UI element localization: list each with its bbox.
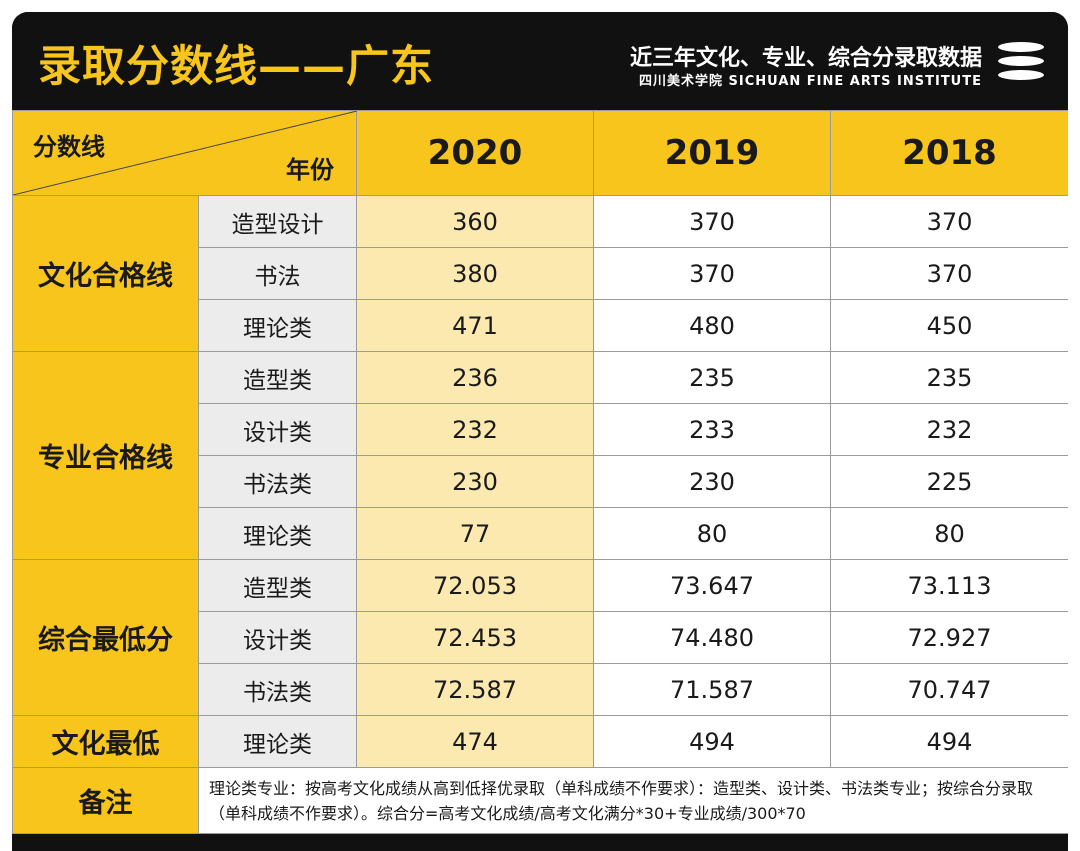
score-cell: 71.587 bbox=[593, 663, 831, 716]
table-row: 书法 380 370 370 bbox=[13, 247, 1068, 300]
category-label: 造型类 bbox=[198, 559, 357, 612]
score-cell: 80 bbox=[830, 507, 1068, 560]
category-label: 设计类 bbox=[198, 611, 357, 664]
score-card: 录取分数线——广东 近三年文化、专业、综合分录取数据 四川美术学院 SICHUA… bbox=[12, 12, 1068, 851]
year-header: 2019 bbox=[593, 110, 831, 196]
group-label: 文化最低 bbox=[12, 715, 199, 768]
score-cell: 72.587 bbox=[356, 663, 594, 716]
corner-label-year: 年份 bbox=[286, 156, 334, 184]
category-label: 理论类 bbox=[198, 715, 357, 768]
score-cell: 235 bbox=[593, 351, 831, 404]
score-cell: 494 bbox=[830, 715, 1068, 768]
score-cell: 474 bbox=[356, 715, 594, 768]
score-cell: 77 bbox=[356, 507, 594, 560]
table-row: 书法类 72.587 71.587 70.747 bbox=[13, 663, 1068, 716]
category-label: 书法类 bbox=[198, 455, 357, 508]
note-row: 备注 理论类专业：按高考文化成绩从高到低择优录取（单科成绩不作要求）：造型类、设计… bbox=[12, 767, 1068, 834]
table-row: 理论类 77 80 80 bbox=[13, 507, 1068, 560]
header-subtitle: 近三年文化、专业、综合分录取数据 bbox=[629, 46, 982, 71]
corner-diagonal bbox=[13, 111, 357, 195]
table-row: 设计类 72.453 74.480 72.927 bbox=[13, 611, 1068, 664]
category-label: 理论类 bbox=[198, 507, 357, 560]
category-label: 造型设计 bbox=[198, 195, 357, 248]
score-cell: 70.747 bbox=[830, 663, 1068, 716]
score-cell: 72.453 bbox=[356, 611, 594, 664]
stacked-bars-logo-icon bbox=[998, 42, 1044, 82]
score-cell: 370 bbox=[830, 247, 1068, 300]
table-row: 设计类 232 233 232 bbox=[13, 403, 1068, 456]
category-label: 书法类 bbox=[198, 663, 357, 716]
corner-cell: 分数线 年份 bbox=[12, 110, 357, 196]
score-cell: 232 bbox=[356, 403, 594, 456]
score-cell: 225 bbox=[830, 455, 1068, 508]
corner-label-score-line: 分数线 bbox=[33, 133, 105, 161]
score-cell: 72.053 bbox=[356, 559, 594, 612]
score-cell: 72.927 bbox=[830, 611, 1068, 664]
score-cell: 360 bbox=[356, 195, 594, 248]
score-cell: 80 bbox=[593, 507, 831, 560]
table-row: 书法类 230 230 225 bbox=[13, 455, 1068, 508]
score-cell: 230 bbox=[593, 455, 831, 508]
table-row: 综合最低分 造型类 72.053 73.647 73.113 bbox=[12, 559, 1068, 716]
score-cell: 494 bbox=[593, 715, 831, 768]
year-header: 2018 bbox=[830, 110, 1068, 196]
category-label: 书法 bbox=[198, 247, 357, 300]
category-label: 造型类 bbox=[198, 351, 357, 404]
header-bar: 录取分数线——广东 近三年文化、专业、综合分录取数据 四川美术学院 SICHUA… bbox=[12, 12, 1068, 110]
score-cell: 235 bbox=[830, 351, 1068, 404]
category-label: 理论类 bbox=[198, 299, 357, 352]
score-cell: 450 bbox=[830, 299, 1068, 352]
score-cell: 232 bbox=[830, 403, 1068, 456]
score-cell: 370 bbox=[830, 195, 1068, 248]
note-text: 理论类专业：按高考文化成绩从高到低择优录取（单科成绩不作要求）：造型类、设计类、… bbox=[198, 767, 1068, 834]
score-cell: 471 bbox=[356, 299, 594, 352]
group-label: 综合最低分 bbox=[12, 559, 199, 716]
score-cell: 480 bbox=[593, 299, 831, 352]
institute-name: 四川美术学院 SICHUAN FINE ARTS INSTITUTE bbox=[639, 74, 982, 89]
table-row: 文化合格线 造型设计 360 370 370 bbox=[12, 195, 1068, 352]
year-header: 2020 bbox=[356, 110, 594, 196]
score-cell: 233 bbox=[593, 403, 831, 456]
score-cell: 370 bbox=[593, 247, 831, 300]
score-cell: 230 bbox=[356, 455, 594, 508]
score-cell: 73.647 bbox=[593, 559, 831, 612]
table-row: 文化最低 理论类 474 494 494 bbox=[12, 715, 1068, 768]
page-title: 录取分数线——广东 bbox=[38, 42, 434, 92]
score-cell: 380 bbox=[356, 247, 594, 300]
note-label: 备注 bbox=[12, 767, 199, 834]
score-cell: 73.113 bbox=[830, 559, 1068, 612]
table-row: 专业合格线 造型类 236 235 235 bbox=[12, 351, 1068, 560]
table-header-row: 分数线 年份 2020 2019 2018 bbox=[12, 110, 1068, 196]
score-table: 分数线 年份 2020 2019 2018 文化合格线 造型设计 360 370 370… bbox=[12, 110, 1068, 834]
category-label: 设计类 bbox=[198, 403, 357, 456]
score-cell: 74.480 bbox=[593, 611, 831, 664]
table-row: 理论类 471 480 450 bbox=[13, 299, 1068, 352]
group-label: 专业合格线 bbox=[12, 351, 199, 560]
group-label: 文化合格线 bbox=[12, 195, 199, 352]
score-cell: 236 bbox=[356, 351, 594, 404]
score-cell: 370 bbox=[593, 195, 831, 248]
